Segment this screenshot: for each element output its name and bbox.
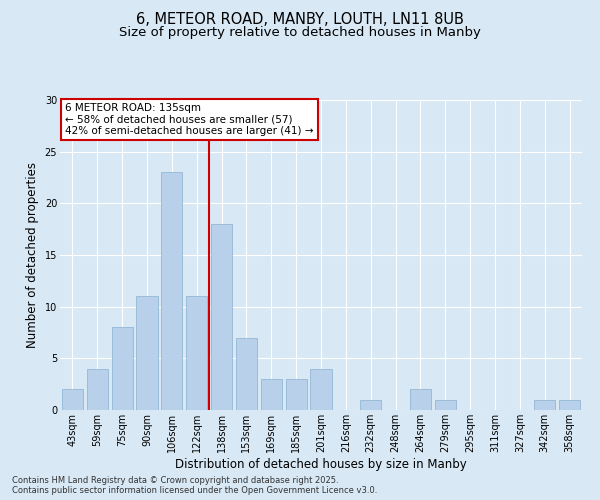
Bar bbox=[211, 224, 232, 410]
Text: 6, METEOR ROAD, MANBY, LOUTH, LN11 8UB: 6, METEOR ROAD, MANBY, LOUTH, LN11 8UB bbox=[136, 12, 464, 28]
Bar bbox=[435, 400, 456, 410]
X-axis label: Distribution of detached houses by size in Manby: Distribution of detached houses by size … bbox=[175, 458, 467, 470]
Bar bbox=[559, 400, 580, 410]
Bar bbox=[186, 296, 207, 410]
Bar bbox=[161, 172, 182, 410]
Bar bbox=[534, 400, 555, 410]
Bar bbox=[112, 328, 133, 410]
Bar bbox=[360, 400, 381, 410]
Text: Size of property relative to detached houses in Manby: Size of property relative to detached ho… bbox=[119, 26, 481, 39]
Text: 6 METEOR ROAD: 135sqm
← 58% of detached houses are smaller (57)
42% of semi-deta: 6 METEOR ROAD: 135sqm ← 58% of detached … bbox=[65, 103, 314, 136]
Bar bbox=[261, 379, 282, 410]
Bar bbox=[410, 390, 431, 410]
Bar bbox=[87, 368, 108, 410]
Text: Contains HM Land Registry data © Crown copyright and database right 2025.
Contai: Contains HM Land Registry data © Crown c… bbox=[12, 476, 377, 495]
Y-axis label: Number of detached properties: Number of detached properties bbox=[26, 162, 39, 348]
Bar bbox=[236, 338, 257, 410]
Bar bbox=[136, 296, 158, 410]
Bar bbox=[286, 379, 307, 410]
Bar bbox=[310, 368, 332, 410]
Bar bbox=[62, 390, 83, 410]
